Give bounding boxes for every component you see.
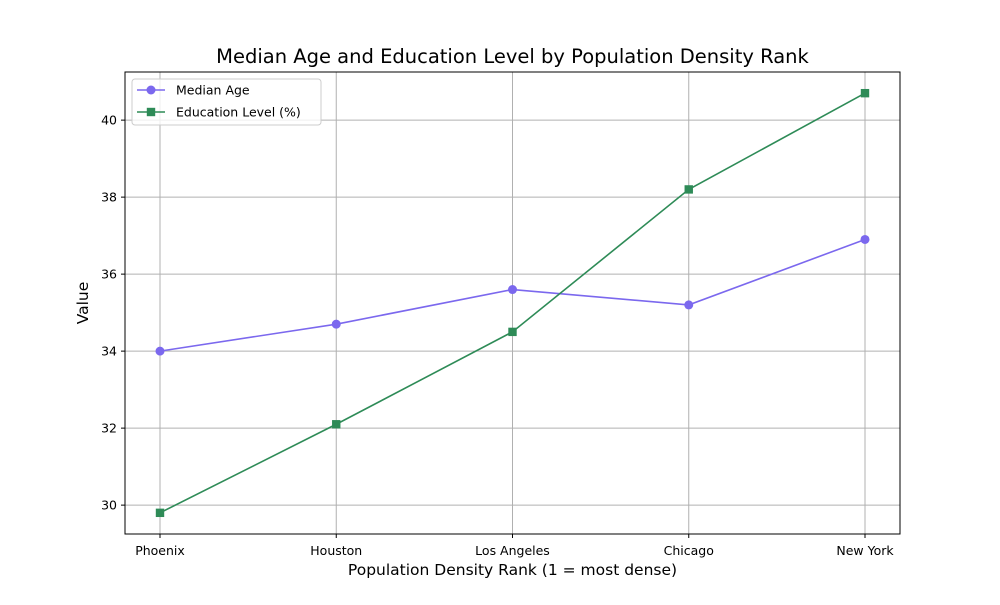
x-axis-label: Population Density Rank (1 = most dense) bbox=[348, 561, 677, 579]
data-point bbox=[684, 300, 694, 310]
data-point bbox=[331, 319, 341, 329]
x-tick-label: Houston bbox=[310, 543, 362, 558]
y-tick-label: 36 bbox=[101, 267, 117, 282]
data-point bbox=[155, 346, 165, 356]
series-layer bbox=[155, 88, 870, 518]
data-point bbox=[860, 234, 870, 244]
legend-marker bbox=[146, 107, 156, 117]
data-point bbox=[332, 420, 341, 429]
y-tick-label: 32 bbox=[101, 421, 117, 436]
y-tick-label: 38 bbox=[101, 190, 117, 205]
chart-title: Median Age and Education Level by Popula… bbox=[216, 45, 809, 68]
y-tick-label: 40 bbox=[101, 113, 117, 128]
legend-box bbox=[131, 78, 322, 126]
y-tick-label: 34 bbox=[101, 344, 117, 359]
legend-label: Education Level (%) bbox=[176, 105, 301, 120]
x-tick-label: New York bbox=[836, 543, 894, 558]
x-tick-label: Chicago bbox=[664, 543, 714, 558]
y-axis-label: Value bbox=[74, 282, 92, 325]
data-point bbox=[860, 88, 870, 98]
series-education-level bbox=[155, 88, 870, 518]
legend: Median Age Education Level (%) bbox=[131, 78, 322, 126]
data-point bbox=[684, 185, 693, 194]
data-point bbox=[508, 285, 517, 295]
legend-entry: Median Age bbox=[137, 83, 250, 98]
data-point bbox=[508, 327, 517, 337]
legend-label: Median Age bbox=[176, 83, 250, 98]
axis-ticks: Phoenix Houston Los Angeles Chicago New York… bbox=[101, 113, 894, 558]
series-median-age bbox=[155, 234, 870, 356]
legend-marker bbox=[146, 85, 156, 95]
x-tick-label: Phoenix bbox=[135, 543, 185, 558]
x-tick-label: Los Angeles bbox=[475, 543, 550, 558]
data-point bbox=[155, 508, 165, 518]
y-tick-label: 30 bbox=[101, 498, 117, 513]
legend-entry: Education Level (%) bbox=[137, 105, 301, 120]
grid bbox=[125, 72, 900, 534]
